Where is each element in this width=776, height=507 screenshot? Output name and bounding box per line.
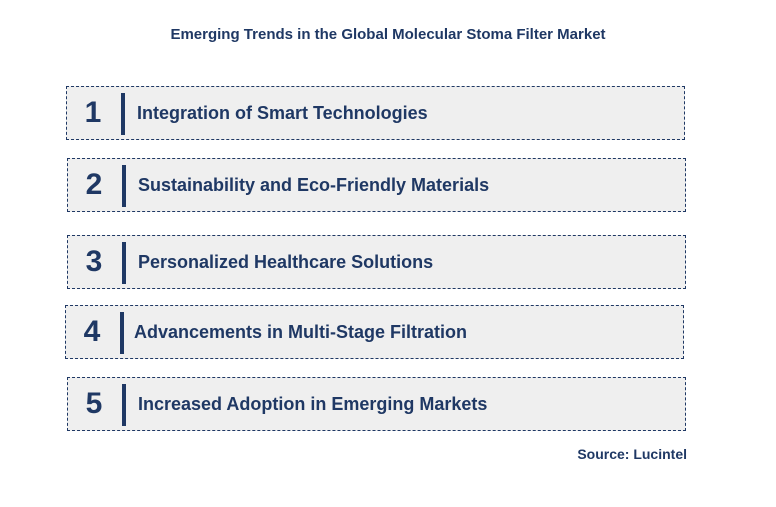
trend-item-4: 4 Advancements in Multi-Stage Filtration: [65, 305, 684, 359]
divider-bar: [121, 93, 125, 135]
trend-item-1: 1 Integration of Smart Technologies: [66, 86, 685, 140]
divider-bar: [122, 242, 126, 284]
divider-bar: [120, 312, 124, 354]
trend-number: 4: [83, 315, 101, 348]
trend-label: Sustainability and Eco-Friendly Material…: [138, 175, 490, 195]
trend-label: Personalized Healthcare Solutions: [138, 252, 434, 272]
trend-number: 2: [85, 168, 103, 201]
trend-number: 5: [85, 387, 103, 420]
trend-label: Integration of Smart Technologies: [137, 103, 428, 123]
trend-item-5: 5 Increased Adoption in Emerging Markets: [67, 377, 686, 431]
trend-label: Increased Adoption in Emerging Markets: [138, 394, 488, 414]
trend-item-3: 3 Personalized Healthcare Solutions: [67, 235, 686, 289]
trend-label: Advancements in Multi-Stage Filtration: [134, 322, 468, 342]
source-credit: Source: Lucintel: [577, 446, 687, 462]
divider-bar: [122, 384, 126, 426]
divider-bar: [122, 165, 126, 207]
trend-number: 1: [84, 96, 102, 129]
trend-item-2: 2 Sustainability and Eco-Friendly Materi…: [67, 158, 686, 212]
diagram-title: Emerging Trends in the Global Molecular …: [170, 26, 606, 43]
trend-number: 3: [85, 245, 103, 278]
